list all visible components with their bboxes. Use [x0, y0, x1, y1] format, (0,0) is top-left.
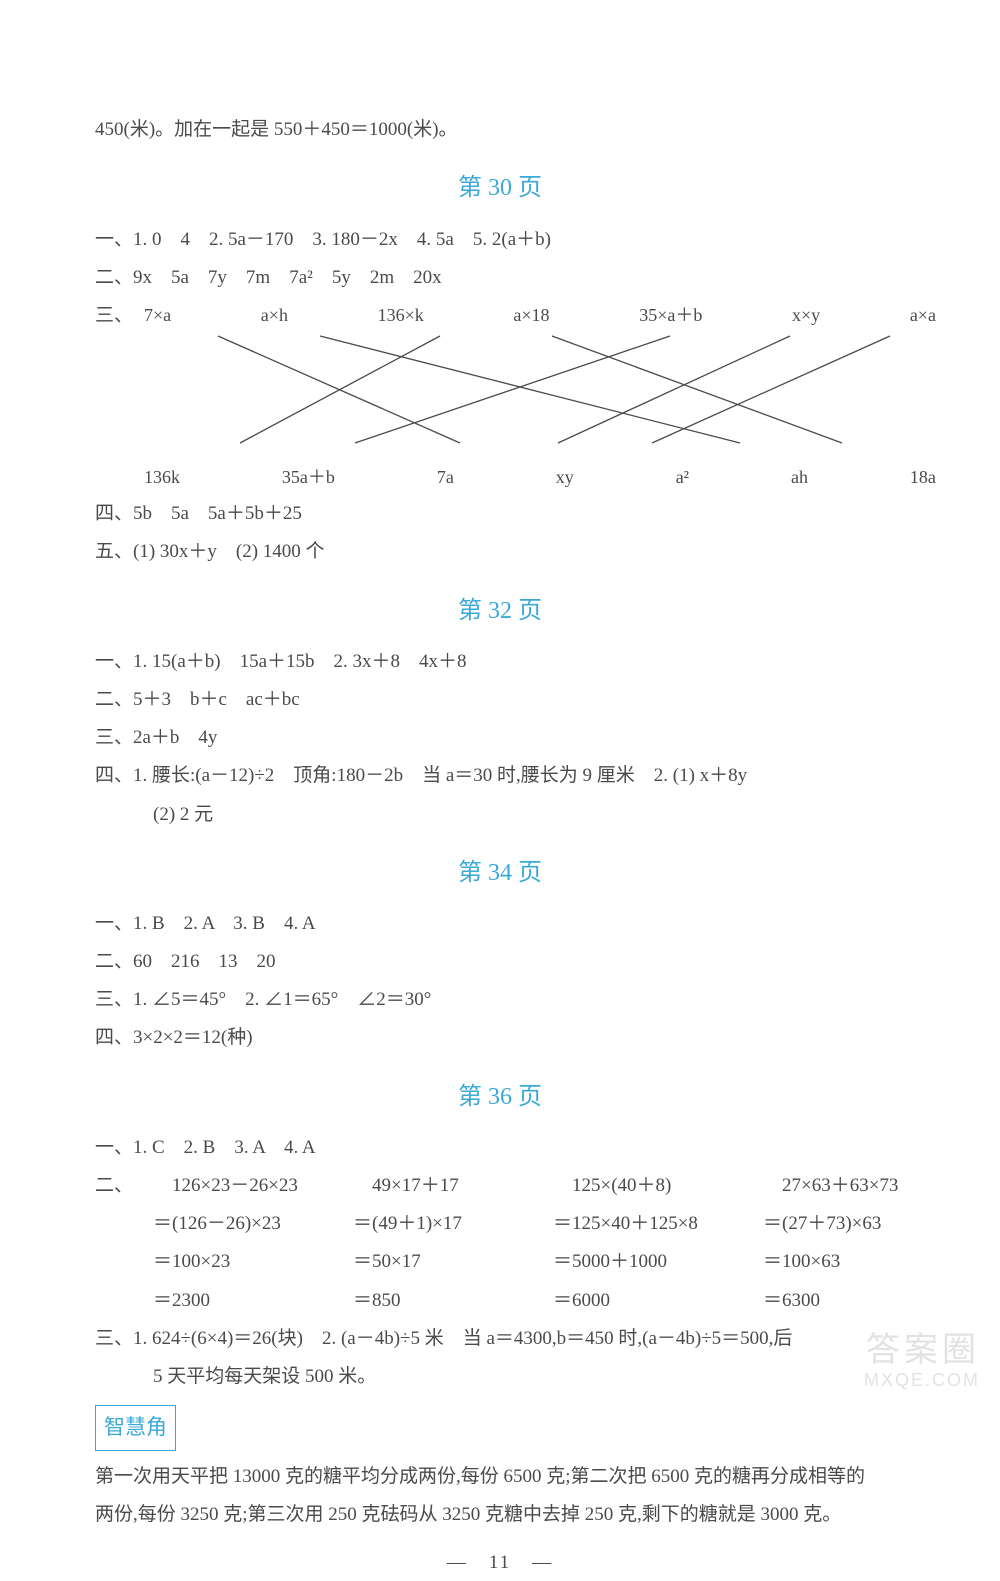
- match-top-3: a×18: [513, 298, 549, 332]
- match-top-1: a×h: [261, 298, 288, 332]
- match-top-4: 35×a＋b: [639, 298, 702, 332]
- p34-l3: 三、1. ∠5＝45° 2. ∠1＝65° ∠2＝30°: [95, 982, 905, 1018]
- match-bot-4: a²: [676, 460, 689, 494]
- match-bot-0: 136k: [144, 460, 180, 494]
- p30-l5: 五、(1) 30x＋y (2) 1400 个: [95, 534, 905, 570]
- p34-l2: 二、60 216 13 20: [95, 944, 905, 980]
- c0r0: 126×23－26×23: [153, 1168, 353, 1204]
- p30-title: 第 30 页: [95, 166, 905, 212]
- c2r3: ＝6000: [553, 1283, 763, 1319]
- match-bot-1: 35a＋b: [282, 460, 335, 494]
- p34-l1: 一、1. B 2. A 3. B 4. A: [95, 906, 905, 942]
- match-top-2: 136×k: [378, 298, 424, 332]
- p34-l4: 四、3×2×2＝12(种): [95, 1020, 905, 1056]
- p30-match-prefix: 三、: [95, 298, 140, 334]
- p30-l4: 四、5b 5a 5a＋5b＋25: [95, 496, 905, 532]
- c0r1: ＝(126－26)×23: [153, 1206, 353, 1242]
- match-bot-2: 7a: [437, 460, 454, 494]
- p36-l1: 一、1. C 2. B 3. A 4. A: [95, 1130, 905, 1166]
- calc-prefix: 二、: [95, 1168, 153, 1204]
- p36-w1: 第一次用天平把 13000 克的糖平均分成两份,每份 6500 克;第二次把 6…: [95, 1459, 905, 1495]
- p36-l3a: 三、1. 624÷(6×4)＝26(块) 2. (a－4b)÷5 米 当 a＝4…: [95, 1321, 905, 1357]
- match-bot-5: ah: [791, 460, 808, 494]
- match-top-5: x×y: [792, 298, 820, 332]
- p32-l3: 三、2a＋b 4y: [95, 720, 905, 756]
- p30-match: 三、 7×a a×h 136×k a×18 35×a＋b x×y a×a 136…: [95, 298, 905, 494]
- c1r2: ＝50×17: [353, 1244, 553, 1280]
- c0r2: ＝100×23: [153, 1244, 353, 1280]
- c2r1: ＝125×40＋125×8: [553, 1206, 763, 1242]
- p32-l4b: (2) 2 元: [95, 797, 905, 833]
- match-bot-3: xy: [556, 460, 574, 494]
- match-top-0: 7×a: [144, 298, 171, 332]
- c1r0: 49×17＋17: [353, 1168, 553, 1204]
- wisdom-box: 智慧角: [95, 1405, 176, 1451]
- c3r1: ＝(27＋73)×63: [763, 1206, 905, 1242]
- c3r2: ＝100×63: [763, 1244, 905, 1280]
- p32-l2: 二、5＋3 b＋c ac＋bc: [95, 682, 905, 718]
- p36-w2: 两份,每份 3250 克;第三次用 250 克砝码从 3250 克糖中去掉 25…: [95, 1497, 905, 1533]
- page-container: 450(米)。加在一起是 550＋450＝1000(米)。 第 30 页 一、1…: [0, 0, 1000, 1404]
- c0r3: ＝2300: [153, 1283, 353, 1319]
- page-number: — 11 —: [95, 1545, 905, 1581]
- p34-title: 第 34 页: [95, 851, 905, 897]
- p36-calc-grid: 二、 126×23－26×23 49×17＋17 125×(40＋8) 27×6…: [95, 1168, 905, 1318]
- c1r3: ＝850: [353, 1283, 553, 1319]
- c1r1: ＝(49＋1)×17: [353, 1206, 553, 1242]
- p32-l4a: 四、1. 腰长:(a－12)÷2 顶角:180－2b 当 a＝30 时,腰长为 …: [95, 758, 905, 794]
- match-lines-svg: [140, 332, 940, 447]
- c3r0: 27×63＋63×73: [763, 1168, 905, 1204]
- p36-l3b: 5 天平均每天架设 500 米。: [95, 1359, 905, 1395]
- match-bot-6: 18a: [910, 460, 936, 494]
- c2r0: 125×(40＋8): [553, 1168, 763, 1204]
- match-top-6: a×a: [910, 298, 936, 332]
- match-bot-row: 136k 35a＋b 7a xy a² ah 18a: [140, 460, 940, 494]
- p32-title: 第 32 页: [95, 589, 905, 635]
- p30-l1: 一、1. 0 4 2. 5a－170 3. 180－2x 4. 5a 5. 2(…: [95, 222, 905, 258]
- p32-l1: 一、1. 15(a＋b) 15a＋15b 2. 3x＋8 4x＋8: [95, 644, 905, 680]
- match-top-row: 7×a a×h 136×k a×18 35×a＋b x×y a×a: [140, 298, 940, 332]
- c2r2: ＝5000＋1000: [553, 1244, 763, 1280]
- p30-l2: 二、9x 5a 7y 7m 7a² 5y 2m 20x: [95, 260, 905, 296]
- p36-title: 第 36 页: [95, 1075, 905, 1121]
- intro-line: 450(米)。加在一起是 550＋450＝1000(米)。: [95, 112, 905, 148]
- c3r3: ＝6300: [763, 1283, 905, 1319]
